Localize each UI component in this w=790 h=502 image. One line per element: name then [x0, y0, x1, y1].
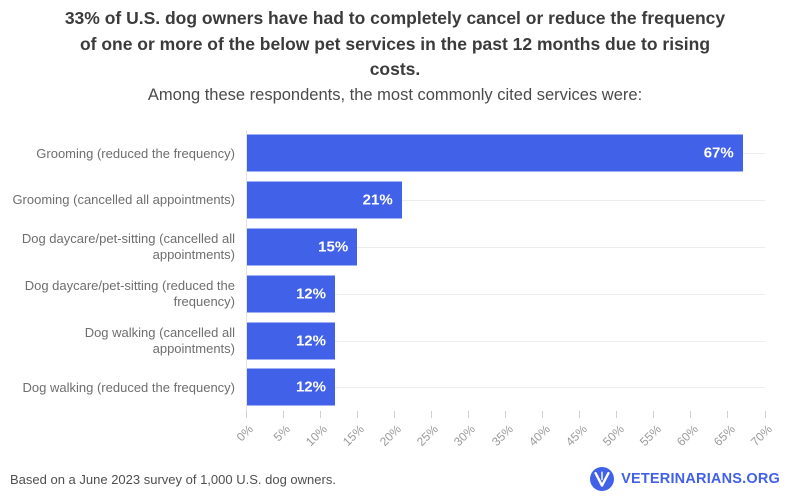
bar-value-label: 15%: [318, 238, 349, 256]
chart-subtitle: Among these respondents, the most common…: [147, 85, 643, 104]
bar-row: Grooming (cancelled all appointments) 21%: [0, 177, 790, 224]
axis-tick-label: 35%: [488, 422, 516, 449]
axis-tick-label: 55%: [636, 422, 664, 449]
axis-tick-label: 50%: [599, 422, 627, 449]
category-label: Dog daycare/pet-sitting (cancelled all a…: [21, 231, 235, 262]
row-gridline: [246, 387, 765, 389]
axis-tick-label: 40%: [525, 422, 553, 449]
bar-value-label: 12%: [295, 332, 326, 350]
row-gridline: [246, 293, 765, 295]
bar-track: 21%: [246, 177, 765, 224]
x-axis: 0% 5% 10% 15% 20% 25% 30% 35% 40% 45% 50% 55% 60% 65%…: [234, 411, 775, 459]
bar-track: 12%: [246, 270, 765, 317]
bar[interactable]: 12%: [246, 322, 335, 360]
chart-footer: Based on a June 2023 survey of 1,000 U.S…: [10, 467, 780, 491]
brand-link[interactable]: VETERINARIANS.ORG: [590, 467, 780, 491]
y-axis-domain-line: [246, 130, 247, 411]
category-label: Dog walking (reduced the frequency): [22, 379, 235, 395]
bar-value-label: 67%: [703, 144, 734, 162]
bar-row: Dog walking (cancelled all appointments)…: [0, 317, 790, 364]
row-gridline: [246, 200, 765, 202]
axis-tick-label: 30%: [451, 422, 479, 449]
row-gridline: [246, 340, 765, 342]
bar-track: 12%: [246, 317, 765, 364]
axis-tick: [319, 411, 321, 418]
axis-tick: [393, 411, 395, 418]
axis-tick: [282, 411, 284, 418]
axis-tick: [727, 411, 729, 418]
bar[interactable]: 12%: [246, 368, 335, 406]
axis-tick-label: 20%: [377, 422, 405, 449]
axis-tick-label: 65%: [710, 422, 738, 449]
axis-tick-label: 60%: [673, 422, 701, 449]
axis-tick-label: 25%: [414, 422, 442, 449]
row-gridline: [246, 246, 765, 248]
axis-tick-label: 10%: [303, 422, 331, 449]
axis-tick-label: 0%: [233, 422, 256, 445]
axis-tick: [579, 411, 581, 418]
category-label: Dog daycare/pet-sitting (reduced the fre…: [24, 278, 235, 309]
bar[interactable]: 21%: [246, 181, 402, 219]
bar[interactable]: 15%: [246, 228, 358, 266]
bar-track: 12%: [246, 364, 765, 411]
axis-tick-label: 70%: [748, 422, 775, 449]
bar-track: 67%: [246, 130, 765, 177]
axis-tick: [616, 411, 618, 418]
bar-row: Dog daycare/pet-sitting (reduced the fre…: [0, 270, 790, 317]
axis-tick: [467, 411, 469, 418]
category-label: Grooming (reduced the frequency): [36, 145, 235, 161]
veterinarians-org-logo-icon: [590, 467, 615, 491]
bar-value-label: 21%: [362, 191, 393, 209]
axis-tick: [245, 411, 247, 418]
axis-tick: [430, 411, 432, 418]
bar-value-label: 12%: [295, 285, 326, 303]
bar-row: Grooming (reduced the frequency) 67%: [0, 130, 790, 177]
bar[interactable]: 67%: [246, 134, 743, 172]
axis-tick-label: 5%: [270, 422, 293, 445]
axis-tick: [356, 411, 358, 418]
category-label: Dog walking (cancelled all appointments): [84, 324, 235, 356]
bar-row: Dog walking (reduced the frequency) 12%: [0, 364, 790, 411]
axis-tick: [764, 411, 766, 418]
axis-tick-label: 45%: [562, 422, 590, 449]
bar-row: Dog daycare/pet-sitting (cancelled all a…: [0, 224, 790, 271]
brand-name: VETERINARIANS.ORG: [621, 471, 780, 487]
chart-title: 33% of U.S. dog owners have had to compl…: [64, 8, 726, 80]
axis-tick: [690, 411, 692, 418]
bar[interactable]: 12%: [246, 275, 335, 313]
bar-track: 15%: [246, 224, 765, 271]
bar-rows: Grooming (reduced the frequency) 67% Groom…: [0, 130, 790, 411]
axis-tick: [653, 411, 655, 418]
axis-tick: [542, 411, 544, 418]
category-label: Grooming (cancelled all appointments): [12, 192, 235, 208]
source-note: Based on a June 2023 survey of 1,000 U.S…: [10, 471, 336, 487]
axis-tick-label: 15%: [340, 422, 368, 449]
bar-value-label: 12%: [295, 378, 326, 396]
bar-chart: Grooming (reduced the frequency) 67% Groom…: [0, 130, 790, 460]
axis-tick: [505, 411, 506, 418]
chart-header: 33% of U.S. dog owners have had to compl…: [0, 0, 790, 105]
